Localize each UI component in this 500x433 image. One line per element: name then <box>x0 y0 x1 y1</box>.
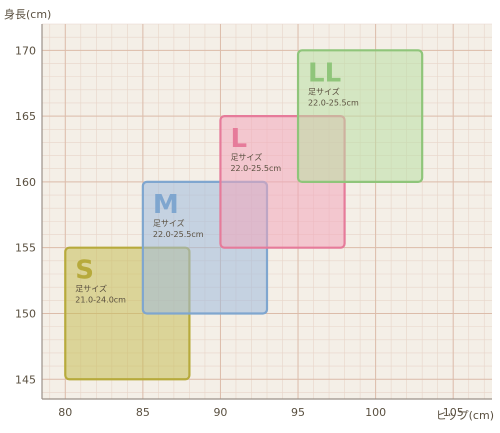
size-box-letter: L <box>230 124 247 154</box>
size-box-foot-range: 22.0-25.5cm <box>230 164 281 173</box>
y-tick-label: 170 <box>15 44 36 57</box>
x-tick-label: 105 <box>443 406 464 419</box>
size-box-foot-label: 足サイズ <box>75 284 107 294</box>
size-box-rect <box>296 49 424 183</box>
size-box-letter: M <box>153 190 179 220</box>
size-box-foot-range: 22.0-25.5cm <box>308 98 359 107</box>
x-tick-label: 80 <box>58 406 72 419</box>
size-box-foot-label: 足サイズ <box>153 218 185 228</box>
size-box-foot-label: 足サイズ <box>308 86 340 96</box>
y-tick-label: 165 <box>15 110 36 123</box>
size-box-letter: S <box>75 256 94 286</box>
y-tick-label: 155 <box>15 242 36 255</box>
y-tick-label: 150 <box>15 307 36 320</box>
x-axis-label: ヒップ(cm) <box>435 409 494 422</box>
y-tick-label: 145 <box>15 373 36 386</box>
size-box-foot-range: 22.0-25.5cm <box>153 230 204 239</box>
size-box-letter: LL <box>308 58 341 88</box>
x-tick-label: 85 <box>136 406 150 419</box>
x-tick-label: 100 <box>365 406 386 419</box>
y-axis-label: 身長(cm) <box>4 8 52 21</box>
x-tick-label: 90 <box>213 406 227 419</box>
x-tick-label: 95 <box>291 406 305 419</box>
y-tick-label: 160 <box>15 176 36 189</box>
size-box-foot-range: 21.0-24.0cm <box>75 296 126 305</box>
size-box-foot-label: 足サイズ <box>230 152 262 162</box>
